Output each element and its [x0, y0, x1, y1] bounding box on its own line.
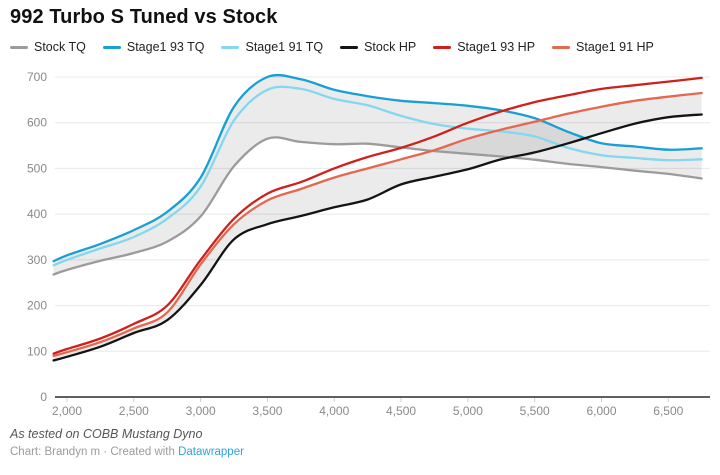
footer: As tested on COBB Mustang Dyno Chart: Br…	[10, 427, 244, 458]
x-axis-label-2000: 2,000	[52, 404, 82, 418]
y-axis-label-0: 0	[40, 390, 47, 404]
x-axis-label-5000: 5,000	[453, 404, 483, 418]
credit-text: Chart: Brandyn m · Created with	[10, 446, 179, 458]
legend: Stock TQ Stage1 93 TQ Stage1 91 TQ Stock HP…	[10, 40, 654, 54]
y-axis-label-200: 200	[27, 299, 47, 313]
credit-line: Chart: Brandyn m · Created with Datawrap…	[10, 446, 244, 458]
band-fill-stage1-91-hp-vs-stock-hp	[53, 93, 702, 361]
series-line-stage1-93-hp	[52, 76, 703, 355]
y-axis-label-400: 400	[27, 207, 47, 221]
legend-label: Stock HP	[364, 40, 417, 54]
legend-item-stock-tq[interactable]: Stock TQ	[10, 40, 86, 54]
x-axis-label-3000: 3,000	[186, 404, 216, 418]
legend-item-stage1-93-tq[interactable]: Stage1 93 TQ	[102, 40, 205, 54]
legend-label: Stage1 93 HP	[457, 40, 536, 54]
legend-label: Stage1 91 TQ	[245, 40, 324, 54]
legend-item-stock-hp[interactable]: Stock HP	[340, 40, 416, 54]
legend-swatch-stock-tq	[10, 45, 28, 49]
x-axis-label-6000: 6,000	[586, 404, 616, 418]
legend-swatch-stock-hp	[340, 45, 359, 49]
series-line-stock-tq	[52, 136, 703, 276]
series-line-stage1-93-tq	[52, 73, 703, 263]
x-axis-label-4500: 4,500	[386, 404, 416, 418]
series-line-stage1-91-tq	[52, 85, 703, 267]
legend-label: Stage1 91 HP	[576, 40, 654, 54]
x-axis-label-2500: 2,500	[119, 404, 149, 418]
legend-item-stage1-91-tq[interactable]: Stage1 91 TQ	[221, 40, 323, 54]
y-axis-label-300: 300	[27, 253, 47, 267]
band-fill-stage1-93-tq-vs-stock-tq	[53, 75, 702, 275]
footer-note: As tested on COBB Mustang Dyno	[10, 427, 203, 441]
y-axis-label-600: 600	[27, 116, 47, 130]
chart-title: 992 Turbo S Tuned vs Stock	[10, 6, 278, 28]
x-axis-label-6500: 6,500	[653, 404, 683, 418]
x-axis-label-4000: 4,000	[319, 404, 349, 418]
legend-label: Stage1 93 TQ	[126, 40, 205, 54]
y-axis-label-100: 100	[27, 344, 47, 358]
x-axis-label-3500: 3,500	[252, 404, 282, 418]
series-line-stock-hp	[52, 113, 703, 362]
legend-swatch-stage1-93-hp	[433, 45, 452, 49]
x-axis-label-5500: 5,500	[520, 404, 550, 418]
datawrapper-link[interactable]: Datawrapper	[178, 446, 244, 458]
legend-swatch-stage1-91-hp	[552, 45, 571, 49]
y-axis-label-500: 500	[27, 161, 47, 175]
legend-item-stage1-93-hp[interactable]: Stage1 93 HP	[433, 40, 535, 54]
legend-item-stage1-91-hp[interactable]: Stage1 91 HP	[552, 40, 654, 54]
series-line-stage1-91-hp	[52, 91, 703, 358]
legend-swatch-stage1-91-tq	[221, 45, 240, 49]
legend-label: Stock TQ	[34, 40, 86, 54]
legend-swatch-stage1-93-tq	[102, 45, 121, 49]
y-axis-label-700: 700	[27, 70, 47, 84]
